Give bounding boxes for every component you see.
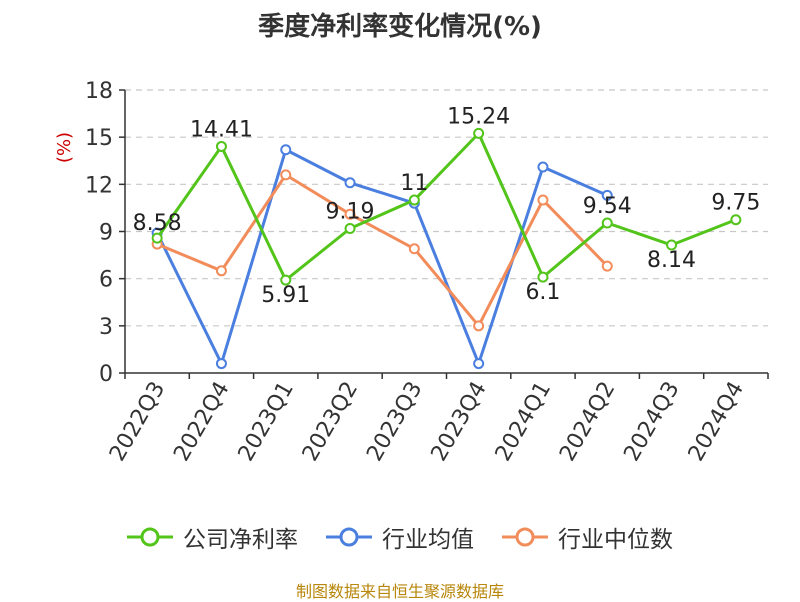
- chart-title: 季度净利率变化情况(%): [258, 12, 542, 42]
- legend-label: 行业均值: [382, 527, 474, 553]
- data-label: 8.58: [133, 211, 182, 236]
- data-point: [601, 260, 613, 272]
- legend-item-industry-mean[interactable]: 行业均值: [326, 520, 474, 554]
- x-tick-label: 2024Q1: [491, 378, 556, 466]
- legend-swatch-icon: [502, 527, 548, 547]
- data-point: [344, 177, 356, 189]
- data-point: [408, 243, 420, 255]
- data-point: [344, 223, 356, 235]
- x-tick-label: 2023Q4: [427, 378, 492, 466]
- x-tick-label: 2022Q3: [105, 378, 170, 466]
- data-point: [473, 127, 485, 139]
- data-label: 8.14: [647, 248, 696, 273]
- source-note: 制图数据来自恒生聚源数据库: [295, 582, 504, 601]
- data-point: [601, 217, 613, 229]
- y-tick-label: 0: [99, 362, 113, 387]
- x-tick-label: 2023Q1: [234, 378, 299, 466]
- series-line: [156, 173, 609, 328]
- data-point: [730, 214, 742, 226]
- x-tick-label: 2024Q2: [555, 378, 620, 466]
- y-tick-label: 12: [85, 173, 113, 198]
- data-point: [215, 358, 227, 370]
- data-point: [473, 320, 485, 332]
- x-tick-label: 2024Q4: [684, 378, 749, 466]
- legend-item-industry-median[interactable]: 行业中位数: [502, 520, 673, 554]
- series-line: [155, 131, 737, 282]
- legend-swatch-icon: [127, 527, 173, 547]
- legend: 公司净利率 行业均值 行业中位数: [0, 520, 800, 554]
- data-label: 5.91: [261, 283, 310, 308]
- y-tick-label: 9: [99, 221, 113, 246]
- data-label: 11: [400, 171, 428, 196]
- data-point: [215, 140, 227, 152]
- data-point: [537, 161, 549, 173]
- x-tick-label: 2023Q2: [298, 378, 363, 466]
- legend-label: 行业中位数: [558, 527, 673, 553]
- legend-item-company-net-margin[interactable]: 公司净利率: [127, 520, 298, 554]
- line-chart: 0369121518(%)2022Q32022Q42023Q12023Q2202…: [54, 79, 769, 466]
- data-point: [280, 274, 292, 286]
- y-tick-label: 18: [85, 79, 113, 104]
- data-point: [537, 271, 549, 283]
- grid: [125, 89, 768, 327]
- y-tick-label: 15: [85, 126, 113, 151]
- x-tick-label: 2023Q3: [362, 378, 427, 466]
- series-lines: [151, 127, 742, 370]
- y-axis-label: (%): [54, 132, 75, 163]
- data-point: [537, 194, 549, 206]
- data-point: [151, 232, 163, 244]
- series-line: [155, 148, 608, 366]
- data-label: 6.1: [525, 280, 560, 305]
- data-label: 9.75: [711, 191, 760, 216]
- data-label: 14.41: [190, 117, 253, 142]
- data-point: [344, 208, 356, 220]
- y-tick-label: 6: [99, 268, 113, 293]
- x-tick-label: 2022Q4: [169, 378, 234, 466]
- data-point: [601, 189, 613, 201]
- data-label: 15.24: [447, 104, 510, 129]
- data-point: [408, 194, 420, 206]
- data-label: 9.54: [583, 194, 632, 219]
- y-tick-label: 3: [99, 315, 113, 340]
- data-point: [280, 169, 292, 181]
- legend-swatch-icon: [326, 527, 372, 547]
- data-point: [473, 358, 485, 370]
- legend-label: 公司净利率: [183, 527, 298, 553]
- data-labels: 8.58 14.41 5.91 9.19 11 15.24 6.1 9.54 8.14 9.75: [133, 104, 761, 308]
- data-point: [666, 239, 678, 251]
- x-tick-label: 2024Q3: [619, 378, 684, 466]
- data-point: [280, 144, 292, 156]
- data-point: [215, 265, 227, 277]
- data-label: 9.19: [326, 200, 375, 225]
